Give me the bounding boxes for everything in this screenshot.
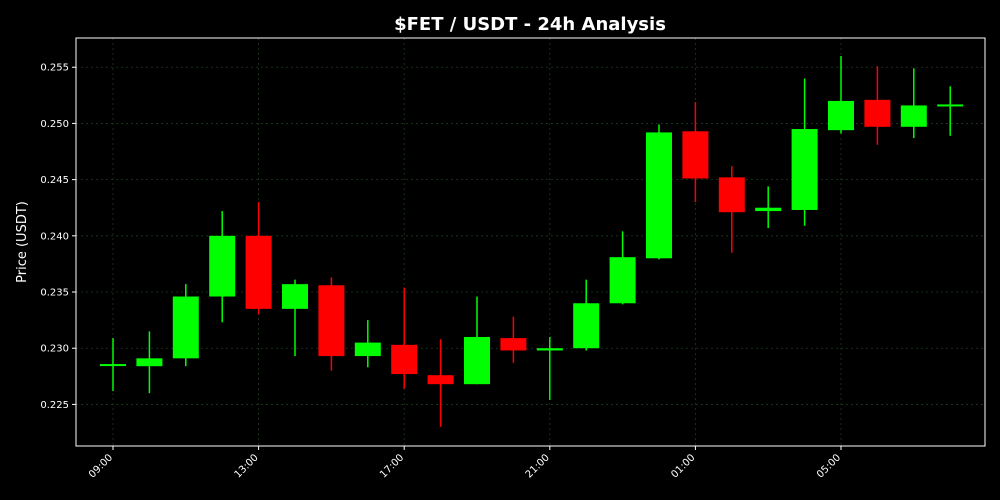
candle bbox=[937, 86, 964, 136]
candle bbox=[172, 284, 199, 367]
chart-title: $FET / USDT - 24h Analysis bbox=[394, 14, 666, 35]
candle bbox=[718, 166, 745, 253]
candle bbox=[828, 55, 854, 134]
candle bbox=[791, 78, 818, 226]
y-tick-label: 0.245 bbox=[40, 175, 69, 186]
candle-body bbox=[245, 235, 272, 309]
y-tick-label: 0.225 bbox=[40, 400, 69, 411]
candle bbox=[209, 211, 236, 323]
candle bbox=[900, 68, 927, 139]
candle bbox=[427, 339, 454, 427]
candle-body bbox=[136, 358, 163, 367]
candle bbox=[245, 202, 272, 315]
candle-body bbox=[100, 364, 126, 367]
candle bbox=[391, 287, 418, 389]
candle-body bbox=[209, 235, 236, 297]
candle bbox=[100, 338, 126, 391]
y-tick-label: 0.230 bbox=[40, 344, 69, 355]
candle-body bbox=[573, 303, 600, 349]
candle-body bbox=[354, 342, 381, 357]
candle-body bbox=[937, 104, 964, 107]
candle-body bbox=[172, 296, 199, 359]
candle-body bbox=[900, 105, 927, 127]
candle-body bbox=[500, 338, 527, 351]
candle bbox=[682, 102, 709, 203]
candle bbox=[864, 66, 891, 145]
y-axis: 0.225 0.230 0.235 0.240 0.245 0.250 0.255 bbox=[40, 63, 76, 411]
candle bbox=[609, 231, 636, 305]
candle-body bbox=[427, 375, 454, 385]
candle bbox=[536, 336, 563, 400]
candle-body bbox=[755, 207, 782, 212]
candle bbox=[318, 277, 345, 371]
candles bbox=[100, 55, 964, 427]
candle bbox=[136, 331, 163, 394]
candle bbox=[573, 279, 600, 351]
candle-body bbox=[318, 285, 345, 357]
candle-body bbox=[828, 100, 854, 131]
candle-body bbox=[464, 336, 490, 385]
candle-body bbox=[646, 132, 672, 259]
candle-body bbox=[864, 99, 891, 127]
candle bbox=[646, 124, 672, 260]
candle-body bbox=[282, 284, 308, 309]
y-tick-label: 0.255 bbox=[40, 63, 69, 74]
candle bbox=[282, 279, 308, 357]
plot-frame bbox=[75, 37, 986, 447]
candle-body bbox=[609, 257, 636, 304]
candle-body bbox=[682, 131, 709, 179]
candle-body bbox=[536, 348, 563, 351]
y-tick-label: 0.250 bbox=[40, 119, 69, 130]
candle bbox=[500, 316, 527, 363]
y-tick-label: 0.240 bbox=[40, 231, 69, 242]
candle-body bbox=[791, 129, 818, 210]
candle-body bbox=[391, 344, 418, 375]
y-tick-label: 0.235 bbox=[40, 288, 69, 299]
y-axis-label: Price (USDT) bbox=[15, 201, 30, 283]
candle bbox=[464, 296, 490, 385]
candle bbox=[354, 320, 381, 368]
candle bbox=[755, 186, 782, 228]
candle-body bbox=[718, 177, 745, 213]
